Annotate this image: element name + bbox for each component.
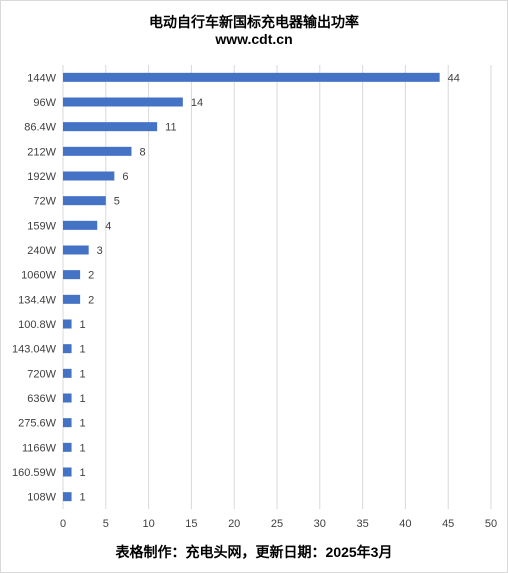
chart-footer: 表格制作：充电头网，更新日期：2025年3月 [115,544,393,560]
data-label: 1 [80,393,86,405]
category-label: 159W [27,220,56,232]
data-label: 14 [191,97,203,109]
x-tick-label: 0 [60,518,66,530]
x-tick-label: 5 [103,518,109,530]
x-tick-label: 20 [228,518,240,530]
category-label: 240W [27,245,56,257]
data-label: 2 [88,270,94,282]
bar [63,418,72,428]
data-label: 1 [80,442,86,454]
category-label: 636W [27,393,56,405]
category-label: 160.59W [12,467,57,479]
data-label: 6 [122,171,128,183]
data-label: 44 [448,72,460,84]
category-label: 720W [27,368,56,380]
bars [63,72,440,502]
bar [63,467,72,477]
bar [63,319,72,329]
x-tick-label: 10 [142,518,154,530]
category-label: 96W [33,97,56,109]
data-label: 11 [165,122,176,134]
x-tick-label: 15 [185,518,197,530]
bar [63,344,72,354]
category-label: 134.4W [18,294,57,306]
bar [63,294,81,304]
x-tick-label: 25 [271,518,283,530]
data-label: 1 [80,492,86,504]
bar [63,146,132,156]
x-tick-label: 45 [442,518,454,530]
data-label: 3 [97,245,103,257]
data-label: 1 [80,368,86,380]
data-label: 1 [80,319,86,331]
data-label: 1 [80,344,86,356]
data-label: 1 [80,467,86,479]
category-label: 192W [27,171,56,183]
bar [63,196,106,206]
bar [63,72,440,82]
bar [63,492,72,502]
category-label: 144W [27,72,56,84]
x-tick-labels: 0 5 10 15 20 25 30 35 40 45 50 [60,518,497,530]
bar [63,122,158,132]
data-label: 1 [80,418,86,430]
category-labels: 144W 96W 86.4W 212W 192W 72W 159W 240W 1060W 134.… [12,72,57,503]
data-label: 4 [105,220,111,232]
chart-title: 电动自行车新国标充电器输出功率 [149,14,359,30]
grid-lines [62,65,492,509]
x-tick-label: 30 [314,518,326,530]
bar [63,220,98,230]
x-tick-label: 35 [356,518,368,530]
category-label: 86.4W [24,122,56,134]
bar [63,97,183,107]
category-label: 275.6W [18,418,57,430]
chart-subtitle: www.cdt.cn [215,31,293,47]
data-label: 2 [88,294,94,306]
bar [63,368,72,378]
data-label: 5 [114,196,120,208]
category-label: 72W [33,196,56,208]
data-label: 8 [139,146,145,158]
x-tick-label: 40 [399,518,411,530]
bar [63,171,115,181]
category-label: 108W [27,492,56,504]
category-label: 1166W [22,442,57,454]
bar [63,270,81,280]
category-label: 1060W [21,270,56,282]
bar [63,393,72,403]
category-label: 143.04W [12,344,57,356]
category-label: 212W [27,146,56,158]
category-label: 100.8W [18,319,57,331]
bar [63,245,89,255]
x-tick-label: 50 [485,518,497,530]
bar [63,442,72,452]
